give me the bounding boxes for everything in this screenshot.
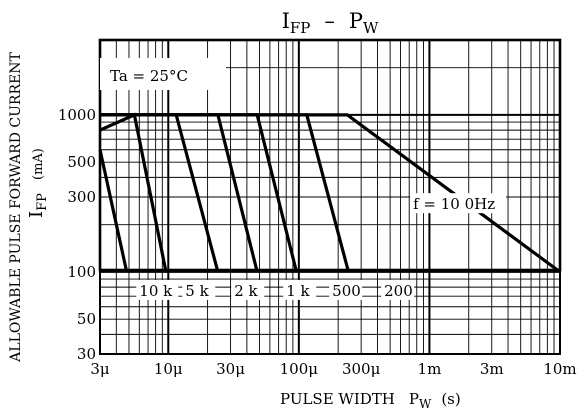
line-label-bg [329, 279, 363, 300]
y-tick-label: 50 [77, 310, 96, 328]
line-label: 10 k [139, 282, 173, 300]
x-tick-label: 10μ [154, 360, 183, 378]
annotation-bg [100, 58, 226, 90]
series-line [98, 149, 129, 273]
line-label: 2 k [234, 282, 258, 300]
y-tick-label: 500 [67, 153, 96, 171]
line-label-bg [381, 279, 415, 300]
y-tick-label: 100 [67, 263, 96, 281]
x-tick-label: 100μ [280, 360, 319, 378]
series-line [100, 113, 561, 274]
temperature-annotation: Ta = 25°C [110, 67, 188, 85]
y-tick-label: 300 [67, 188, 96, 206]
line-label-bg [410, 193, 507, 214]
line-label: 5 k [185, 282, 209, 300]
x-axis-label: PULSE WIDTH PW (s) [280, 390, 461, 411]
chart-title: IFP – PW [282, 9, 379, 37]
line-label: 500 [332, 282, 361, 300]
series-lines [98, 112, 561, 274]
line-label-bg [283, 279, 317, 300]
y-tick-labels: 1000 500 300 100 50 30 [58, 106, 96, 363]
y-tick-label: 30 [77, 345, 96, 363]
series-line [100, 113, 220, 273]
x-tick-labels: 3μ 10μ 30μ 100μ 300μ 1m 3m 10m [90, 360, 576, 378]
line-label: 200 [384, 282, 413, 300]
y-axis-label: ALLOWABLE PULSE FORWARD CURRENT [8, 52, 24, 363]
line-label-bg [136, 279, 179, 300]
x-tick-label: 30μ [216, 360, 245, 378]
x-tick-label: 1m [418, 360, 442, 378]
line-labels: 10 k 5 k 2 k 1 k 500 200 f = 10 0Hz [136, 193, 507, 300]
x-tick-label: 300μ [342, 360, 381, 378]
line-label: 1 k [286, 282, 310, 300]
plot-frame-lower [99, 269, 561, 355]
line-label-bg [231, 279, 265, 300]
y-axis-unit: (mA) [31, 148, 46, 180]
line-label-bg [182, 279, 216, 300]
y-tick-label: 1000 [58, 106, 96, 124]
x-tick-label: 3m [480, 360, 504, 378]
x-tick-label: 10m [543, 360, 576, 378]
y-axis-symbol: IFP [26, 193, 50, 218]
series-line [100, 113, 259, 273]
line-label: f = 10 0Hz [413, 195, 495, 213]
x-tick-label: 3μ [90, 360, 110, 378]
